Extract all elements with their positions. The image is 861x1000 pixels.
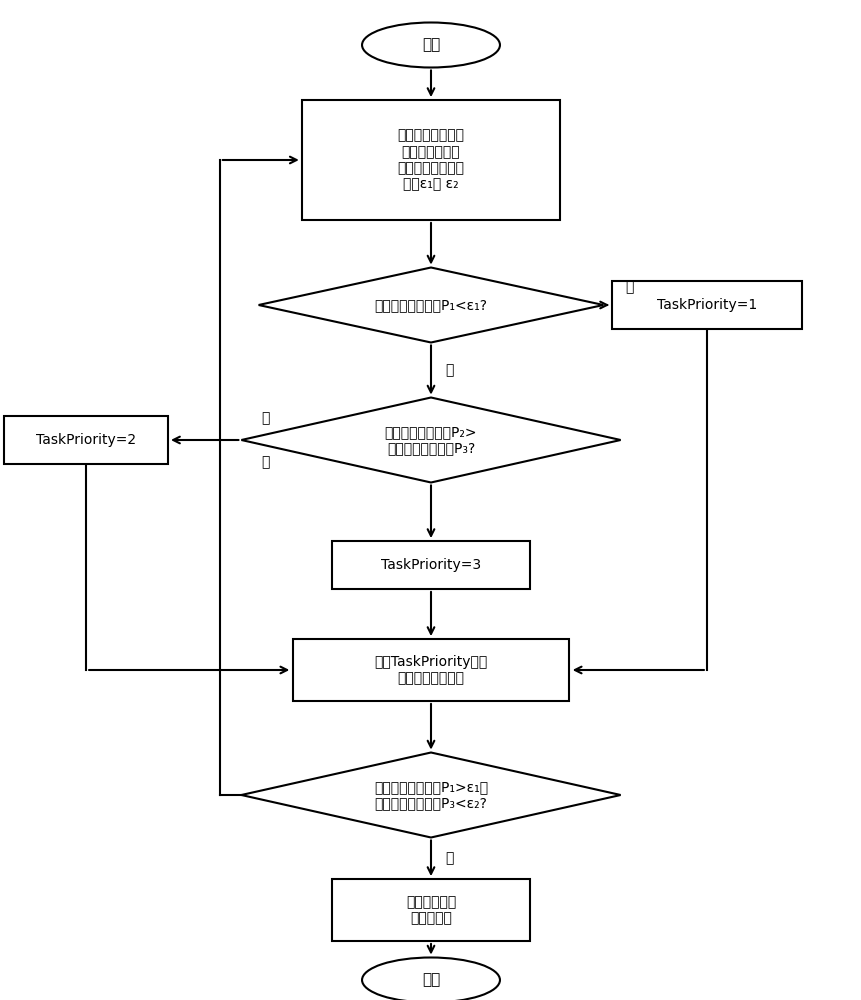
Text: TaskPriority=1: TaskPriority=1 xyxy=(656,298,756,312)
Polygon shape xyxy=(241,397,620,482)
Text: 结束: 结束 xyxy=(421,972,440,988)
Text: 是: 是 xyxy=(624,280,633,294)
Ellipse shape xyxy=(362,22,499,68)
Text: 根据TaskPriority取值
执行对应类别任务: 根据TaskPriority取值 执行对应类别任务 xyxy=(374,655,487,685)
Bar xyxy=(331,541,530,589)
Text: 第一类任务优先度P₁>ε₁且
第三类任务优先度P₃<ε₂?: 第一类任务优先度P₁>ε₁且 第三类任务优先度P₃<ε₂? xyxy=(374,780,487,810)
Bar xyxy=(293,639,568,701)
Polygon shape xyxy=(258,268,603,342)
Text: 水下机器人完
成抓取任务: 水下机器人完 成抓取任务 xyxy=(406,895,455,925)
Text: 否: 否 xyxy=(445,363,454,377)
Text: 开始: 开始 xyxy=(421,37,440,52)
Text: 否: 否 xyxy=(261,455,269,469)
Bar xyxy=(4,416,168,464)
Text: 是: 是 xyxy=(445,851,454,865)
Bar xyxy=(331,879,530,941)
Polygon shape xyxy=(241,752,620,838)
Bar xyxy=(301,100,560,220)
Text: TaskPriority=2: TaskPriority=2 xyxy=(36,433,136,447)
Text: 获取水下机器人、
障碍物的位姿参
数，设定足够小的
正数ε₁、 ε₂: 获取水下机器人、 障碍物的位姿参 数，设定足够小的 正数ε₁、 ε₂ xyxy=(397,129,464,191)
Text: TaskPriority=3: TaskPriority=3 xyxy=(381,558,480,572)
Text: 第二类任务优先度P₂>
第三类任务优先度P₃?: 第二类任务优先度P₂> 第三类任务优先度P₃? xyxy=(384,425,477,455)
Text: 第一类任务优先度P₁<ε₁?: 第一类任务优先度P₁<ε₁? xyxy=(374,298,487,312)
Bar xyxy=(611,281,801,329)
Ellipse shape xyxy=(362,958,499,1000)
Text: 是: 是 xyxy=(261,411,269,425)
